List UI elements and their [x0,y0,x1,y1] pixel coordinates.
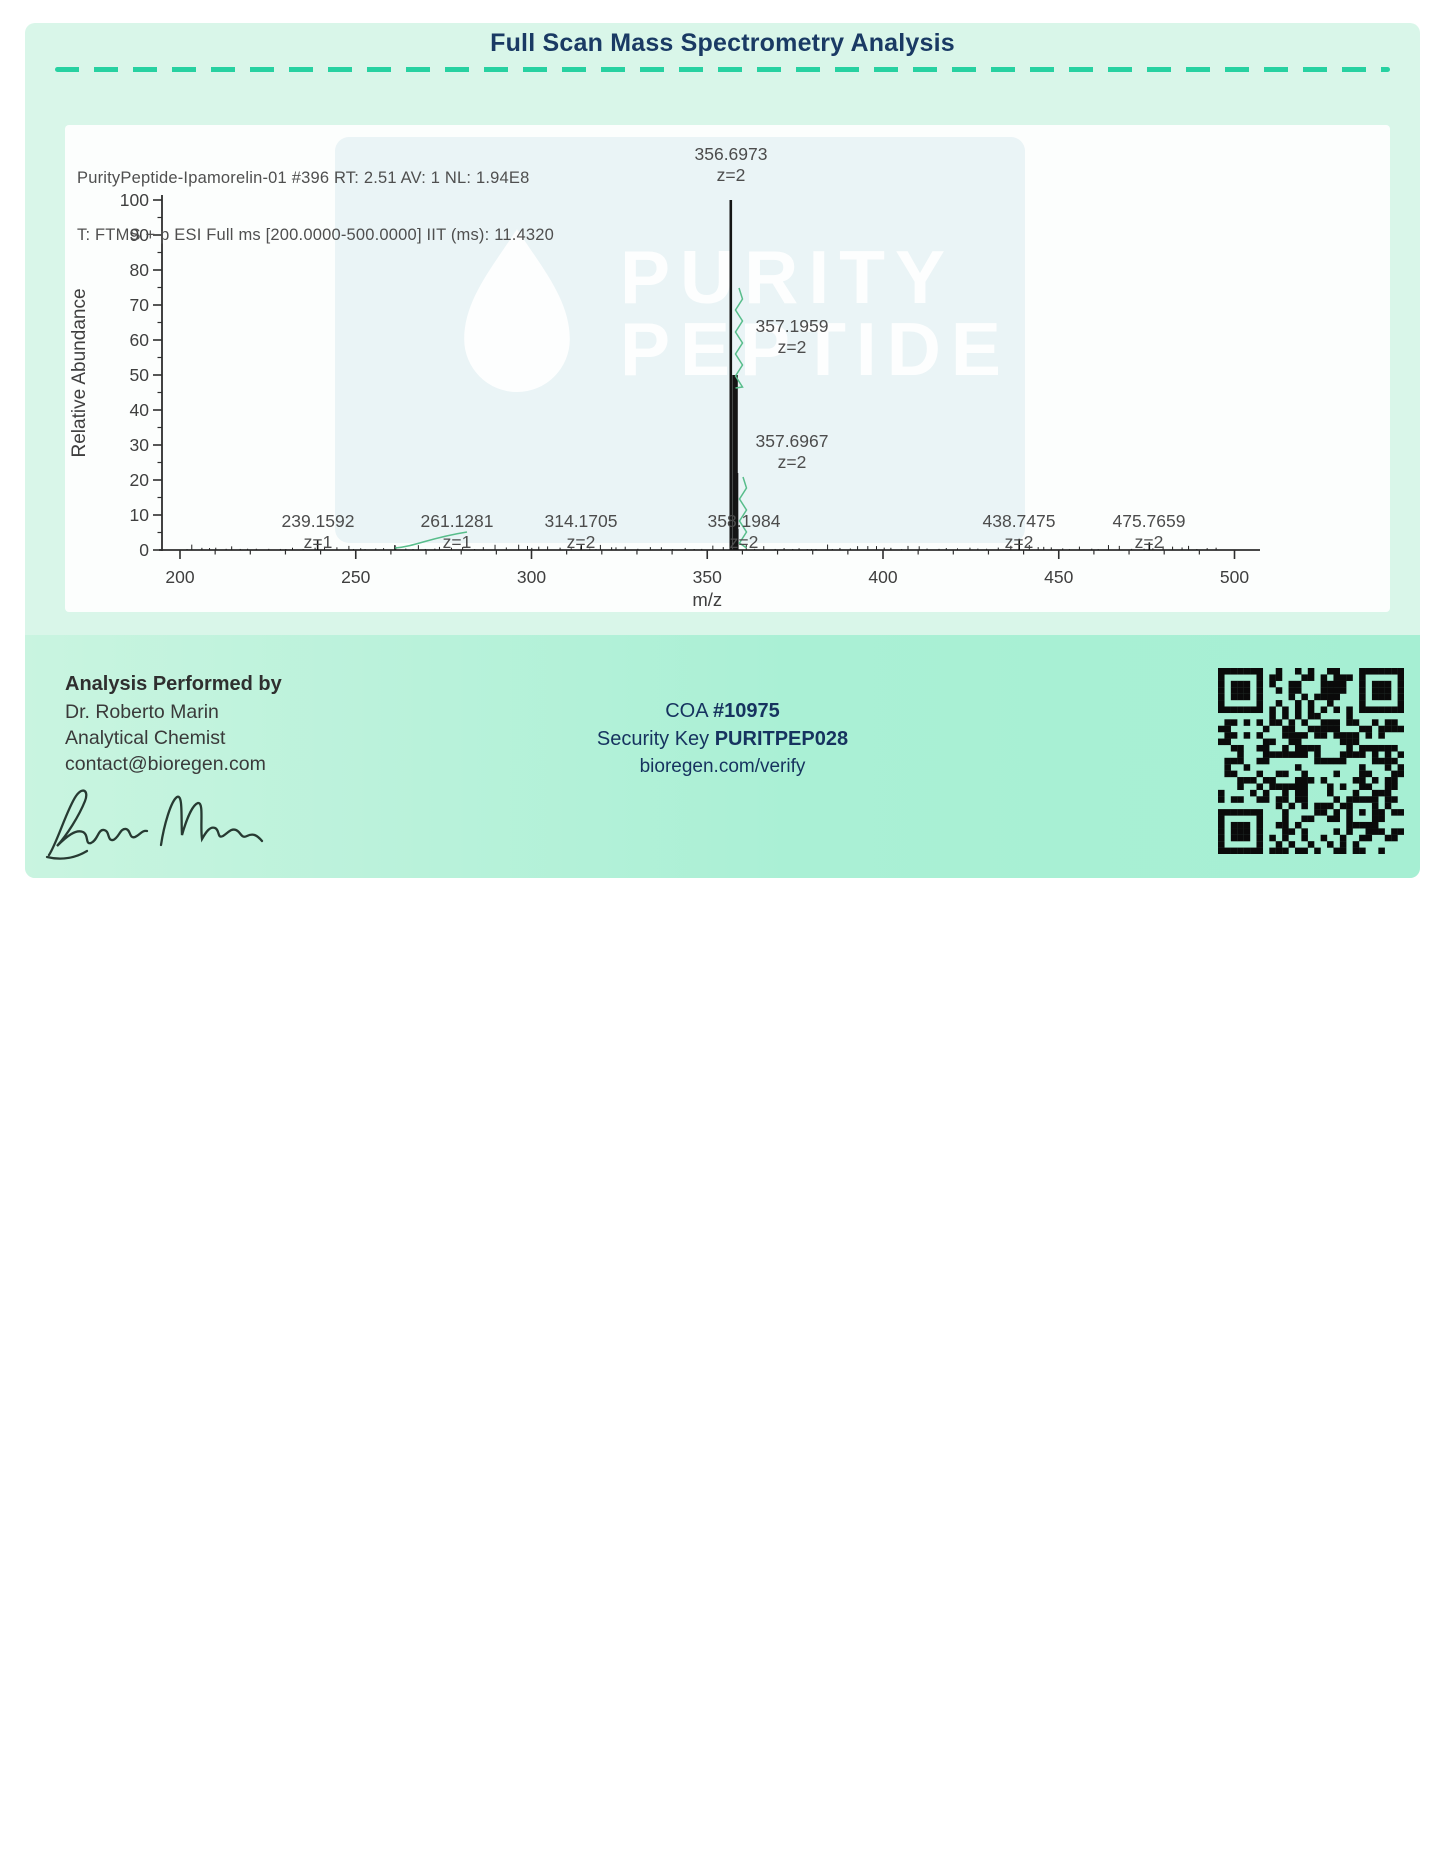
security-key-label: Security Key [596,728,710,750]
coa-block: COA #10975 Security Key PURITPEP028 bior… [25,697,1420,781]
svg-text:261.1281: 261.1281 [421,511,494,531]
coa-label: COA [665,700,708,722]
certificate-card: Full Scan Mass Spectrometry Analysis PUR… [25,23,1420,878]
instrument-header: PurityPeptide-Ipamorelin-01 #396 RT: 2.5… [77,131,554,283]
svg-text:358.1984: 358.1984 [708,511,781,531]
qr-code [1218,668,1404,854]
analyst-email: contact@bioregen.com [65,753,266,775]
svg-text:357.1959: 357.1959 [756,316,829,336]
svg-text:90: 90 [130,225,150,245]
analyst-block: Analysis Performed by Dr. Roberto Marin … [65,671,282,777]
svg-text:450: 450 [1044,567,1073,587]
svg-text:z=1: z=1 [443,532,472,552]
scan-info-line: PurityPeptide-Ipamorelin-01 #396 RT: 2.5… [77,169,530,187]
droplet-icon [464,229,570,392]
analyst-name: Dr. Roberto Marin [65,701,219,723]
coa-number: #10975 [713,700,780,722]
svg-text:100: 100 [120,190,149,210]
svg-text:40: 40 [130,400,150,420]
svg-text:z=2: z=2 [717,165,746,185]
page-title: Full Scan Mass Spectrometry Analysis [490,29,955,57]
svg-text:z=2: z=2 [567,532,596,552]
svg-text:350: 350 [693,567,722,587]
annotation-mark [394,531,468,549]
svg-text:200: 200 [165,567,194,587]
svg-text:20: 20 [130,470,150,490]
svg-text:PURITY: PURITY [620,235,955,319]
scan-filter-line: T: FTMS + p ESI Full ms [200.0000-500.00… [77,226,555,244]
performed-by-heading: Analysis Performed by [65,673,282,695]
spectrum-chart-card: PURITY PEPTIDE 0 10 20 30 40 50 60 70 80 90 100 Relat… [65,125,1390,612]
svg-text:10: 10 [130,505,150,525]
dashed-divider [55,67,1390,72]
analyst-signature [45,789,264,860]
svg-text:z=2: z=2 [778,452,807,472]
svg-text:80: 80 [130,260,150,280]
annotation-mark [734,287,744,389]
coa-line: COA #10975 [25,697,1420,725]
security-key-value: PURITPEP028 [714,728,849,750]
svg-text:250: 250 [341,567,370,587]
mass-spectrum-plot: PURITY PEPTIDE 0 10 20 30 40 50 60 70 80 90 100 Relat… [65,125,1390,612]
svg-text:239.1592: 239.1592 [282,511,355,531]
annotation-mark [738,476,748,549]
svg-text:z=2: z=2 [730,532,759,552]
svg-text:PEPTIDE: PEPTIDE [620,307,1011,391]
svg-text:300: 300 [517,567,546,587]
security-key-line: Security Key PURITPEP028 [25,725,1420,753]
svg-text:0: 0 [139,540,149,560]
x-axis-label: m/z [692,589,722,610]
svg-text:500: 500 [1220,567,1249,587]
svg-text:314.1705: 314.1705 [545,511,618,531]
svg-text:438.7475: 438.7475 [983,511,1056,531]
verify-url: bioregen.com/verify [639,756,806,777]
certificate-footer: Analysis Performed by Dr. Roberto Marin … [25,635,1420,878]
svg-text:356.6973: 356.6973 [695,144,768,164]
svg-text:60: 60 [130,330,150,350]
svg-text:475.7659: 475.7659 [1113,511,1186,531]
svg-text:357.6967: 357.6967 [756,431,829,451]
svg-text:z=2: z=2 [1005,532,1034,552]
svg-text:z=2: z=2 [778,337,807,357]
svg-text:50: 50 [130,365,150,385]
y-axis-label: Relative Abundance [69,288,90,457]
analyst-role: Analytical Chemist [65,727,226,749]
svg-text:400: 400 [868,567,897,587]
svg-text:30: 30 [130,435,150,455]
svg-text:70: 70 [130,295,150,315]
svg-text:z=1: z=1 [304,532,333,552]
svg-text:z=2: z=2 [1135,532,1164,552]
